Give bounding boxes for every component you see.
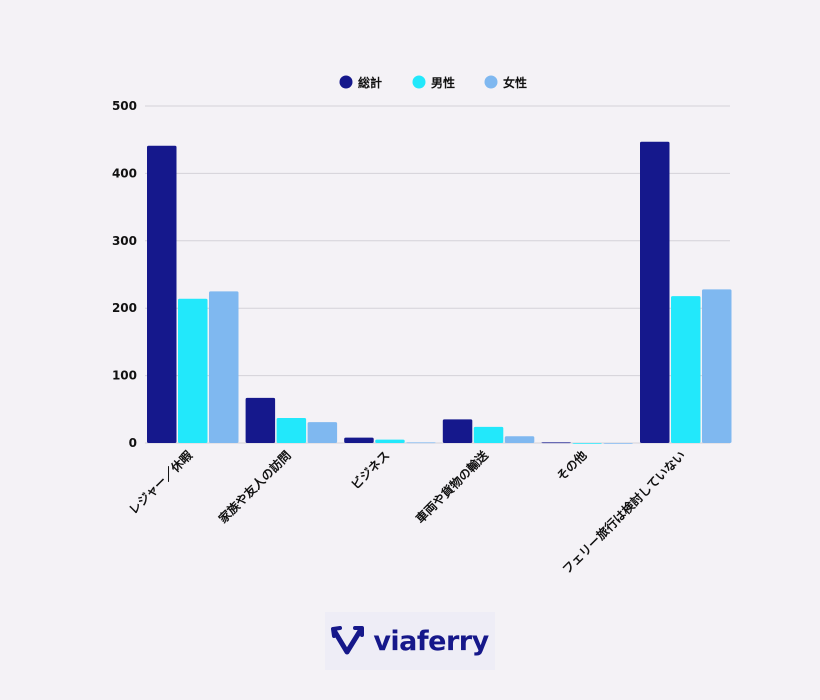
viaferry-arrows-icon (331, 626, 365, 655)
bar-2-4 (603, 443, 633, 444)
viaferry-logo: viaferry (325, 612, 495, 670)
bar-0-0 (147, 145, 177, 444)
x-tick-label: ビジネス (348, 448, 393, 493)
x-tick-label: その他 (553, 448, 589, 484)
x-tick-label: 車両や貨物の輸送 (412, 447, 491, 526)
bar-1-0 (178, 298, 208, 443)
y-tick-label: 200 (112, 301, 137, 315)
x-tick-label: 家族や友人の訪問 (215, 448, 293, 526)
legend-marker (339, 75, 353, 89)
bar-0-3 (442, 419, 473, 443)
x-tick-label: レジャー／休暇 (126, 448, 196, 518)
legend-marker (484, 75, 498, 89)
bar-2-5 (702, 289, 732, 443)
bar-2-2 (406, 442, 436, 444)
bar-0-5 (640, 141, 670, 444)
y-tick-label: 0 (129, 436, 137, 450)
bar-1-4 (572, 443, 602, 444)
y-tick-label: 400 (112, 166, 137, 180)
bar-2-3 (504, 436, 535, 443)
y-tick-label: 100 (112, 369, 137, 383)
logo-text: viaferry (373, 625, 489, 657)
y-tick-label: 300 (112, 234, 137, 248)
legend-label: 総計 (358, 75, 382, 90)
bar-2-0 (209, 291, 239, 443)
bar-0-1 (245, 397, 276, 443)
bar-1-2 (375, 439, 405, 443)
legend-label: 男性 (431, 75, 455, 90)
bar-2-1 (307, 422, 338, 443)
legend-marker (412, 75, 426, 89)
bar-1-5 (671, 296, 701, 443)
bar-0-4 (541, 442, 571, 444)
bar-0-2 (344, 437, 374, 443)
legend-label: 女性 (503, 75, 527, 90)
bar-1-1 (276, 418, 307, 443)
bar-1-3 (473, 426, 504, 443)
y-tick-label: 500 (112, 99, 137, 113)
